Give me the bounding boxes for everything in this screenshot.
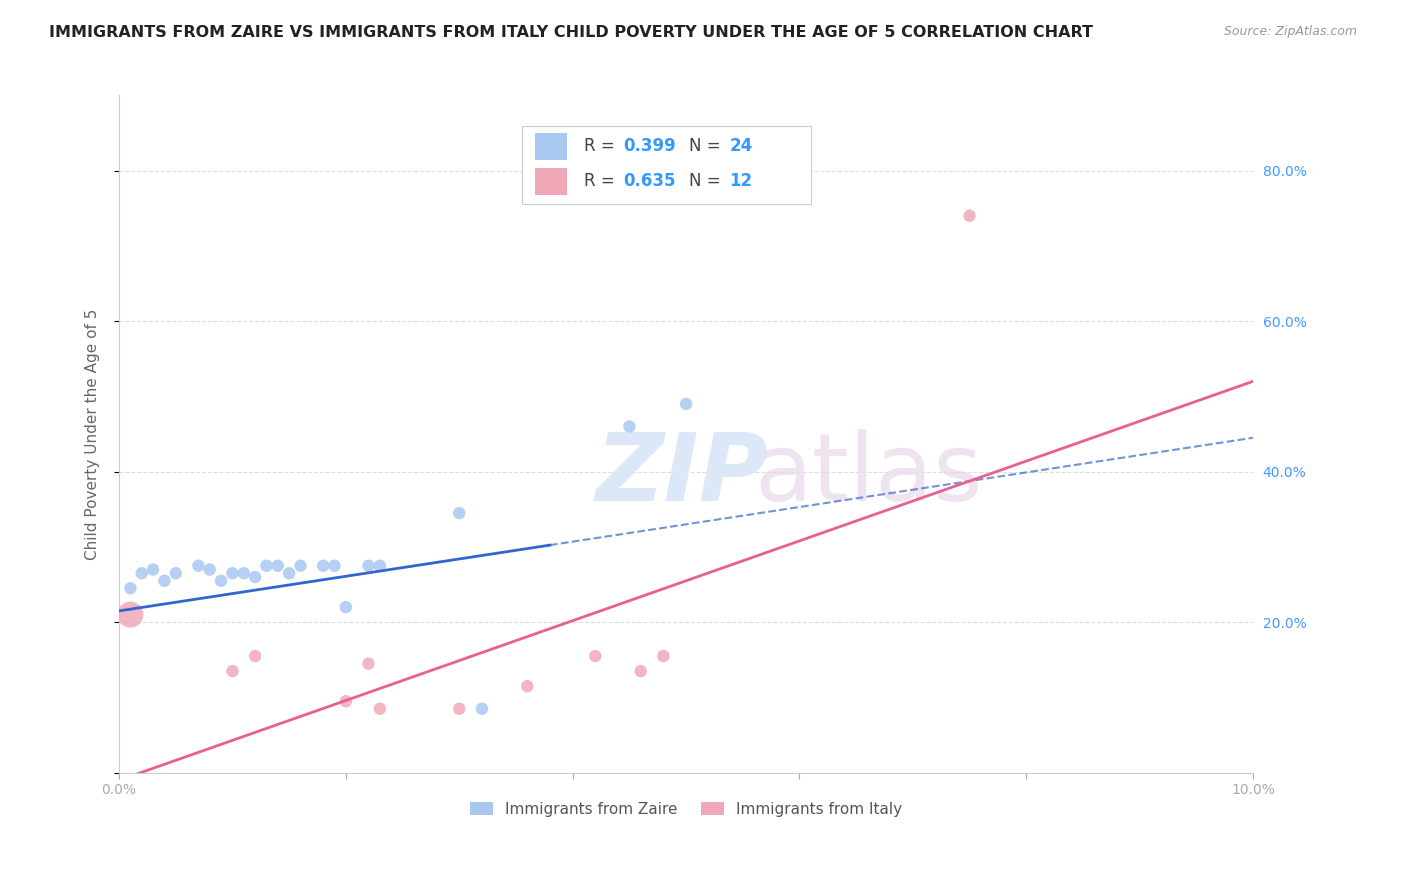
Text: R =: R = xyxy=(583,137,620,155)
Point xyxy=(290,558,312,573)
Text: IMMIGRANTS FROM ZAIRE VS IMMIGRANTS FROM ITALY CHILD POVERTY UNDER THE AGE OF 5 : IMMIGRANTS FROM ZAIRE VS IMMIGRANTS FROM… xyxy=(49,25,1094,40)
Point xyxy=(583,648,606,663)
Text: 24: 24 xyxy=(730,137,752,155)
Point xyxy=(120,582,142,596)
Point xyxy=(120,607,142,622)
Point xyxy=(221,566,243,581)
Point xyxy=(335,600,357,615)
Point xyxy=(243,648,266,663)
Point xyxy=(142,562,165,576)
Legend: Immigrants from Zaire, Immigrants from Italy: Immigrants from Zaire, Immigrants from I… xyxy=(464,796,908,822)
Point xyxy=(323,558,346,573)
FancyBboxPatch shape xyxy=(536,133,567,160)
Point xyxy=(516,679,538,693)
FancyBboxPatch shape xyxy=(522,126,811,203)
Point xyxy=(165,566,187,581)
FancyBboxPatch shape xyxy=(536,168,567,194)
Text: R =: R = xyxy=(583,172,620,190)
Point xyxy=(630,664,652,678)
Point xyxy=(232,566,254,581)
Text: 0.399: 0.399 xyxy=(624,137,676,155)
Point xyxy=(471,702,494,716)
Text: 0.635: 0.635 xyxy=(624,172,676,190)
Point xyxy=(243,570,266,584)
Point xyxy=(312,558,335,573)
Point xyxy=(357,558,380,573)
Point xyxy=(959,209,981,223)
Text: 12: 12 xyxy=(730,172,752,190)
Point xyxy=(267,558,290,573)
Point xyxy=(449,702,471,716)
Point xyxy=(256,558,278,573)
Point xyxy=(449,506,471,520)
Text: atlas: atlas xyxy=(754,429,983,521)
Point xyxy=(221,664,243,678)
Point xyxy=(153,574,176,588)
Point xyxy=(198,562,221,576)
Y-axis label: Child Poverty Under the Age of 5: Child Poverty Under the Age of 5 xyxy=(86,309,100,559)
Point xyxy=(357,657,380,671)
Point xyxy=(209,574,232,588)
Point xyxy=(187,558,209,573)
Text: Source: ZipAtlas.com: Source: ZipAtlas.com xyxy=(1223,25,1357,38)
Point xyxy=(368,558,391,573)
Point xyxy=(131,566,153,581)
Point xyxy=(335,694,357,708)
Point xyxy=(619,419,641,434)
Text: N =: N = xyxy=(689,137,727,155)
Point xyxy=(652,648,675,663)
Text: N =: N = xyxy=(689,172,727,190)
Text: ZIP: ZIP xyxy=(595,429,768,521)
Point xyxy=(278,566,301,581)
Point xyxy=(675,397,697,411)
Point xyxy=(368,702,391,716)
